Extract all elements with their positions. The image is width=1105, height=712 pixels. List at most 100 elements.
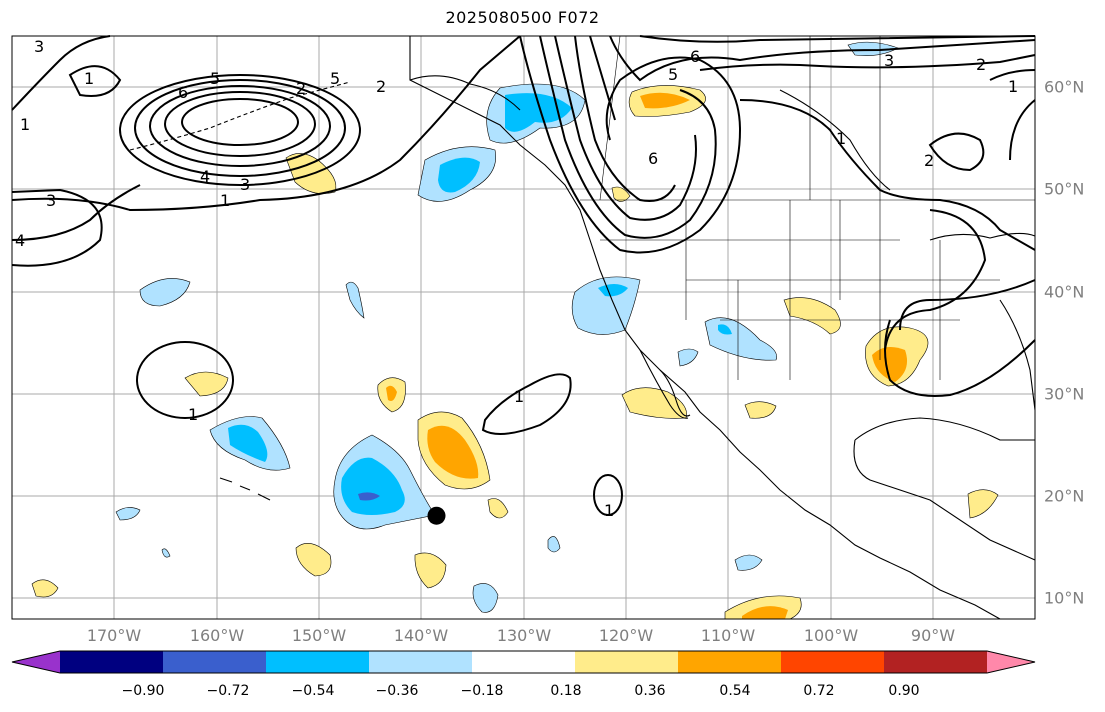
colorbar-tick-label: 0.72	[803, 683, 835, 699]
contour-label: 4	[200, 167, 210, 186]
contour-label: 6	[648, 149, 658, 168]
lon-label: 130°W	[496, 626, 552, 645]
contour-line	[164, 91, 316, 157]
contour-line	[1009, 99, 1036, 161]
map-title: 2025080500 F072	[445, 8, 600, 27]
contour-line	[11, 184, 141, 241]
lat-label: 10°N	[1044, 588, 1085, 608]
shade-patch	[341, 457, 405, 515]
coastline-path	[779, 89, 891, 191]
shade-patch	[547, 536, 561, 553]
lon-label: 170°W	[86, 626, 142, 645]
coastline-path	[854, 417, 1035, 441]
contour-label: 1	[1008, 77, 1018, 96]
contour-line	[149, 85, 331, 167]
shade-patch	[872, 346, 908, 382]
contour-line	[899, 279, 1036, 331]
shade-patch	[358, 492, 380, 501]
shade-patch	[598, 284, 628, 297]
colorbar-tick-label: 0.90	[888, 683, 920, 699]
contour-label: 3	[884, 51, 894, 70]
shade-patch	[783, 297, 841, 335]
state-borders	[580, 35, 1035, 380]
contour-line	[11, 35, 111, 111]
contour-line	[589, 35, 616, 121]
storm-center-marker	[427, 506, 446, 525]
shade-patch	[345, 281, 365, 319]
contour-label: 5	[668, 65, 678, 84]
shade-patch	[718, 324, 732, 335]
contour-line	[519, 35, 742, 254]
colorbar-segment	[575, 651, 679, 673]
lon-label: 100°W	[803, 626, 859, 645]
contour-label: 3	[240, 175, 250, 194]
colorbar-extend-min	[12, 651, 60, 673]
shade-patch	[386, 385, 397, 401]
contour-label: 6	[690, 47, 700, 66]
colorbar-segment	[884, 651, 988, 673]
contour-label: 1	[220, 191, 230, 210]
contour-label: 1	[514, 387, 524, 406]
contour-line	[119, 74, 361, 186]
shade-patch	[677, 348, 699, 367]
shade-patch	[228, 424, 268, 462]
colorbar-tick-label: 0.36	[634, 683, 666, 699]
contour-label: 2	[924, 151, 934, 170]
contour-line	[574, 35, 676, 202]
colorbar-segment	[472, 651, 576, 673]
contour-line	[699, 54, 1036, 71]
contour-line	[134, 79, 346, 177]
contour-label: 1	[84, 69, 94, 88]
shade-patch	[31, 579, 59, 598]
lat-label: 30°N	[1044, 384, 1085, 404]
shade-patch	[742, 606, 788, 619]
contour-line	[136, 341, 234, 419]
colorbar-segment	[781, 651, 885, 673]
colorbar-tick-label: 0.18	[550, 683, 582, 699]
coastline-path	[659, 369, 691, 417]
shade-patch	[184, 371, 229, 397]
contour-line	[539, 35, 717, 239]
contour-line	[593, 474, 623, 516]
shade-patch	[621, 387, 687, 419]
coastline-path	[639, 349, 689, 419]
colorbar-segment	[266, 651, 370, 673]
contour-line	[609, 35, 1036, 82]
colorbar-segment	[60, 651, 164, 673]
shade-patch	[161, 548, 171, 558]
contour-label: 5	[330, 69, 340, 88]
colorbar-segment	[163, 651, 267, 673]
contour-line	[554, 35, 697, 221]
shade-patch	[734, 554, 763, 571]
contour-label: 2	[296, 79, 306, 98]
coastline-path	[219, 477, 271, 501]
contour-line	[68, 65, 122, 97]
colorbar-tick-label: 0.54	[719, 683, 751, 699]
colorbar-outline	[11, 650, 1036, 674]
lon-label: 90°W	[910, 626, 956, 645]
colorbar-tick-label: −0.90	[121, 683, 165, 699]
contour-line	[11, 35, 521, 212]
coastline-path	[999, 299, 1036, 411]
contour-line	[739, 99, 1036, 251]
contour-line	[181, 98, 299, 146]
shade-patch	[487, 498, 509, 519]
colorbar-segment	[678, 651, 782, 673]
contour-label: 5	[210, 69, 220, 88]
contour-label: 4	[15, 231, 25, 250]
lon-label: 150°W	[291, 626, 347, 645]
coastlines	[129, 36, 1036, 620]
contour-labels: 3 1 5 6 2 5 4 3 1 3 4 1 2 3 2 1 6 5 6 1 …	[15, 37, 1018, 520]
contour-line	[639, 35, 1036, 43]
lat-label: 40°N	[1044, 282, 1085, 302]
shade-patch	[472, 583, 499, 613]
shade-patch	[115, 507, 141, 521]
coastline-path	[129, 81, 351, 151]
contour-line	[11, 188, 103, 267]
height-contours	[11, 35, 1036, 516]
lat-label: 50°N	[1044, 179, 1085, 199]
colorbar-tick-label: −0.36	[375, 683, 419, 699]
colorbar	[11, 650, 1036, 674]
shade-patch	[640, 92, 690, 109]
